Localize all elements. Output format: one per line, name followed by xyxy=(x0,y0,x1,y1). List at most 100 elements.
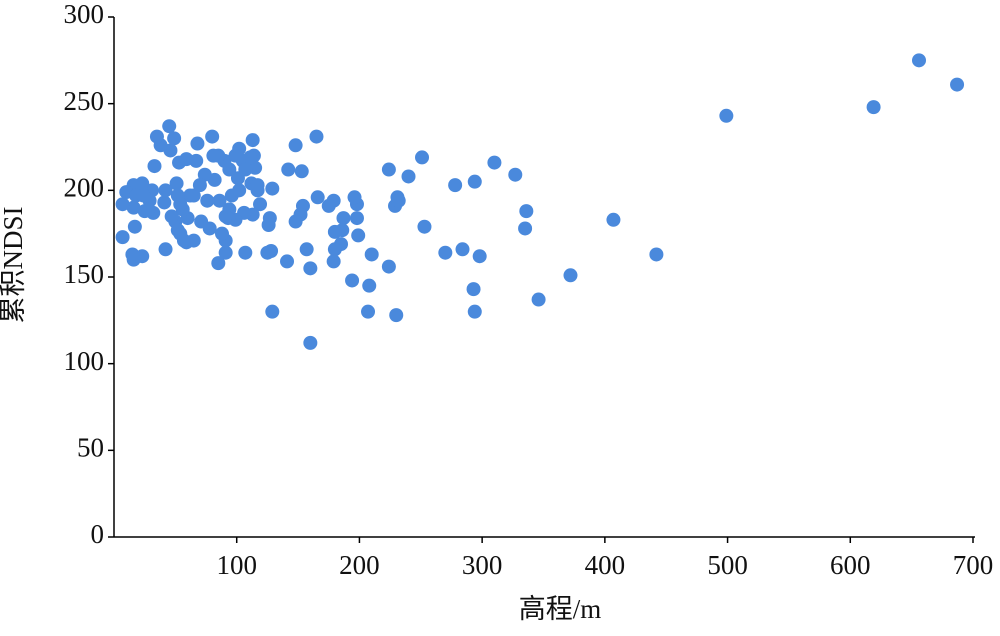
point xyxy=(349,211,364,226)
point xyxy=(508,167,523,182)
point xyxy=(245,133,260,148)
point xyxy=(326,254,341,269)
point xyxy=(179,152,194,167)
point xyxy=(466,282,481,297)
point xyxy=(158,183,173,198)
point xyxy=(206,148,221,163)
point xyxy=(250,178,265,193)
point xyxy=(294,164,309,179)
y-axis-label: 累积NDSI xyxy=(0,206,28,323)
point xyxy=(192,178,207,193)
x-tick-label: 300 xyxy=(462,550,503,580)
y-tick-label: 100 xyxy=(64,346,105,376)
point xyxy=(194,214,209,229)
point xyxy=(265,181,280,196)
point xyxy=(438,245,453,260)
point xyxy=(950,77,965,92)
point xyxy=(127,219,142,234)
point xyxy=(115,230,130,245)
point xyxy=(115,197,130,212)
point xyxy=(351,228,366,243)
x-tick-label: 200 xyxy=(339,550,380,580)
point xyxy=(212,193,227,208)
y-tick-label: 0 xyxy=(91,519,105,549)
point xyxy=(327,242,342,257)
point xyxy=(136,188,151,203)
y-tick-label: 250 xyxy=(64,86,105,116)
point xyxy=(288,214,303,229)
point xyxy=(467,174,482,189)
point xyxy=(218,209,233,224)
point xyxy=(149,129,164,144)
point xyxy=(389,308,404,323)
point xyxy=(260,245,275,260)
point xyxy=(228,148,243,163)
point xyxy=(243,150,258,165)
point xyxy=(176,233,191,248)
point xyxy=(197,167,212,182)
y-tick-label: 300 xyxy=(64,0,105,29)
y-tick-label: 150 xyxy=(64,259,105,289)
point xyxy=(336,211,351,226)
point xyxy=(347,190,362,205)
point xyxy=(321,198,336,213)
point xyxy=(381,162,396,177)
point xyxy=(232,183,247,198)
point xyxy=(417,219,432,234)
point xyxy=(265,304,280,319)
point xyxy=(238,162,253,177)
point xyxy=(487,155,502,170)
point xyxy=(186,188,201,203)
point xyxy=(126,200,141,215)
point xyxy=(280,254,295,269)
x-tick-label: 700 xyxy=(953,550,994,580)
x-tick-label: 100 xyxy=(216,550,257,580)
point xyxy=(173,197,188,212)
point xyxy=(141,202,156,217)
point xyxy=(164,209,179,224)
point xyxy=(364,247,379,262)
point xyxy=(415,150,430,165)
point xyxy=(253,197,268,212)
point xyxy=(281,162,296,177)
point xyxy=(448,178,463,193)
point xyxy=(158,242,173,257)
point xyxy=(211,256,226,271)
point xyxy=(345,273,360,288)
point xyxy=(518,221,533,236)
point xyxy=(472,249,487,264)
point xyxy=(719,108,734,123)
x-tick-label: 500 xyxy=(707,550,748,580)
point xyxy=(649,247,664,262)
point xyxy=(303,335,318,350)
point xyxy=(361,304,376,319)
point xyxy=(866,100,881,115)
point xyxy=(455,242,470,257)
x-tick-label: 400 xyxy=(585,550,626,580)
point xyxy=(190,136,205,151)
point xyxy=(147,159,162,174)
point xyxy=(391,193,406,208)
point xyxy=(303,261,318,276)
point xyxy=(125,247,140,262)
point xyxy=(238,245,253,260)
point xyxy=(261,218,276,232)
point xyxy=(310,190,325,205)
point xyxy=(157,195,172,210)
point xyxy=(167,131,182,146)
point xyxy=(170,223,185,238)
point xyxy=(205,129,220,144)
point xyxy=(362,278,377,293)
point xyxy=(563,268,578,283)
point xyxy=(912,53,927,68)
point xyxy=(309,129,324,144)
x-tick-label: 600 xyxy=(830,550,871,580)
point xyxy=(381,259,396,274)
point xyxy=(327,224,342,239)
point xyxy=(162,119,177,134)
point xyxy=(222,162,237,177)
point xyxy=(288,138,303,153)
y-tick-label: 50 xyxy=(77,433,104,463)
x-axis-label: 高程/m xyxy=(519,594,602,624)
